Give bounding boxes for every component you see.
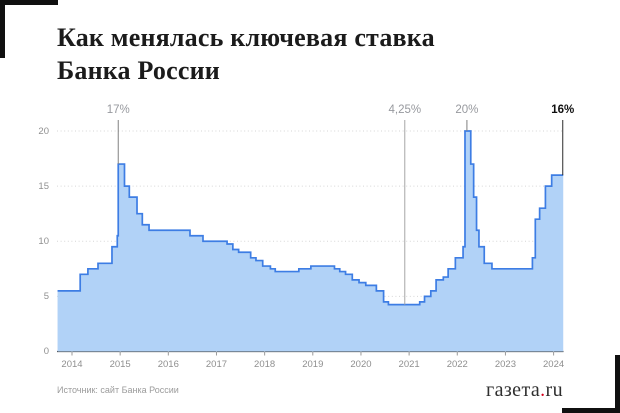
corner-mark-bottom-right (562, 355, 620, 413)
logo-tld: ru (545, 379, 563, 401)
title-line-2: Банка России (57, 56, 220, 85)
key-rate-area (57, 131, 564, 352)
source-note: Источник: сайт Банка России (57, 385, 179, 395)
corner-mark-top-left (0, 0, 58, 58)
logo-dot: . (540, 379, 546, 401)
key-rate-line (57, 130, 564, 306)
gazeta-logo: газета.ru (486, 380, 563, 400)
logo-text: газета (486, 379, 541, 401)
page-title: Как менялась ключевая ставка Банка Росси… (57, 21, 435, 87)
title-line-1: Как менялась ключевая ставка (57, 23, 435, 52)
